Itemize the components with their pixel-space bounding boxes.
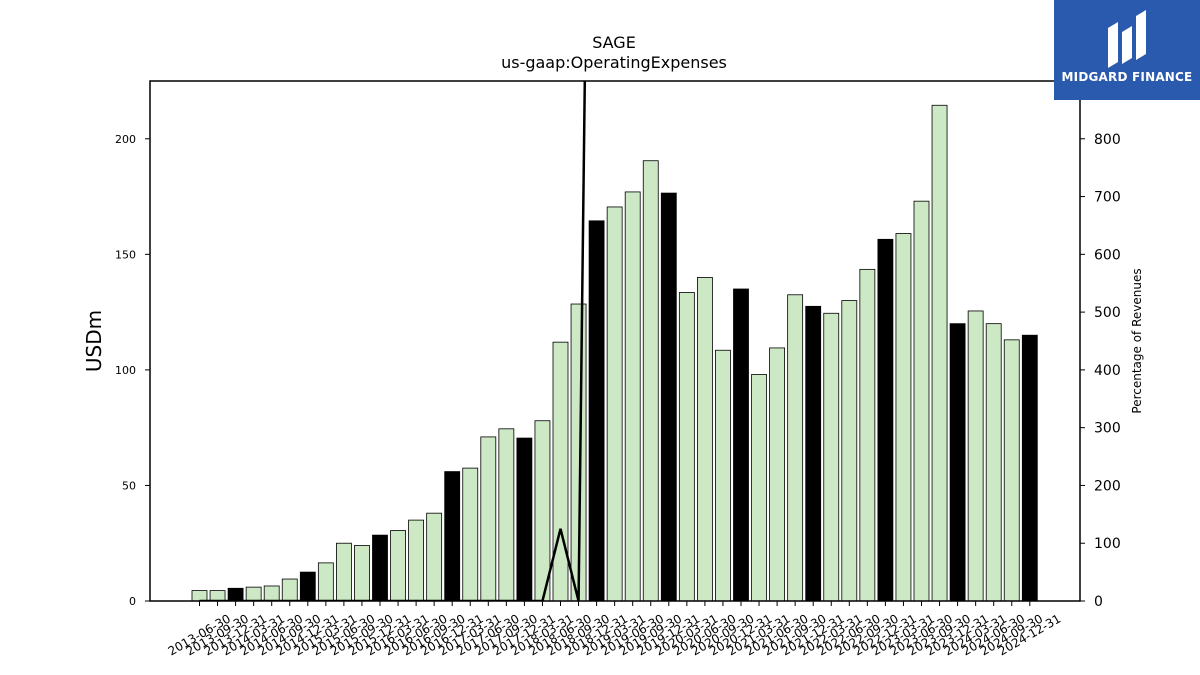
quarter-bar (408, 519, 425, 602)
y-tick-label: 100 (115, 364, 136, 377)
quarter-bar (697, 277, 713, 602)
quarter-bar (769, 347, 785, 602)
quarter-bar (678, 292, 695, 602)
quarter-bar (751, 374, 767, 602)
logo-text: MIDGARD FINANCE (1061, 70, 1193, 84)
y-tick-label: 150 (115, 248, 136, 261)
brand-logo: MIDGARD FINANCE (1054, 0, 1200, 100)
y2-tick-label: 100 (1094, 536, 1121, 552)
annual-bar (372, 534, 388, 602)
quarter-bar (895, 233, 912, 602)
quarter-bar (390, 530, 406, 602)
quarter-bar (426, 512, 443, 602)
quarter-bar (913, 200, 930, 602)
quarter-bar (642, 160, 659, 602)
quarter-bar (859, 268, 876, 602)
quarter-bar (263, 585, 280, 602)
quarter-bar (841, 300, 858, 602)
quarter-bar (354, 545, 370, 602)
y2-tick-label: 500 (1094, 305, 1121, 321)
plot-area: 0501001502000100200300400500600700800201… (115, 80, 1121, 658)
quarter-bar (931, 104, 948, 602)
y-tick-label: 200 (115, 133, 136, 146)
quarter-bar (498, 428, 515, 602)
quarter-bar (552, 341, 569, 602)
quarter-bar (245, 586, 262, 602)
annual-bar (877, 238, 894, 602)
annual-bar (733, 288, 749, 602)
y2-tick-label: 200 (1094, 478, 1121, 494)
quarter-bar (462, 467, 479, 602)
y-tick-label: 50 (122, 479, 136, 492)
quarter-bar (1003, 339, 1020, 602)
y-axis-label: USDm (82, 310, 106, 372)
y-tick-label: 0 (129, 595, 136, 608)
annual-bar (805, 305, 822, 602)
quarter-bar (985, 323, 1002, 602)
annual-bar (660, 192, 677, 602)
quarter-bar (335, 542, 352, 602)
annual-bar (949, 323, 966, 602)
quarter-bar (606, 206, 623, 602)
annual-bar (1021, 334, 1038, 602)
y2-tick-label: 400 (1094, 363, 1121, 379)
quarter-bar (624, 191, 641, 602)
annual-bar (588, 220, 605, 602)
annual-bar (299, 571, 316, 602)
quarter-bar (191, 590, 208, 602)
quarter-bar (317, 562, 334, 602)
annual-bar (444, 471, 461, 602)
logo-mark-icon (1108, 10, 1146, 68)
y2-axis-label: Percentage of Revenues (1130, 268, 1144, 413)
chart-title: SAGE (592, 33, 636, 52)
y2-tick-label: 800 (1094, 132, 1121, 148)
quarter-bar (480, 436, 497, 602)
quarter-bar (281, 578, 298, 602)
quarter-bar (823, 312, 840, 602)
quarter-bar (209, 590, 226, 602)
quarter-bar (534, 420, 551, 602)
annual-bar (516, 437, 533, 602)
annual-bar (227, 587, 244, 602)
y2-tick-label: 700 (1094, 190, 1121, 206)
quarter-bar (967, 310, 984, 602)
quarter-bar (715, 349, 731, 602)
chart-subtitle: us-gaap:OperatingExpenses (501, 53, 727, 72)
y2-tick-label: 0 (1094, 594, 1103, 610)
y2-tick-label: 600 (1094, 247, 1121, 263)
quarter-bar (787, 294, 804, 602)
y2-tick-label: 300 (1094, 421, 1121, 437)
